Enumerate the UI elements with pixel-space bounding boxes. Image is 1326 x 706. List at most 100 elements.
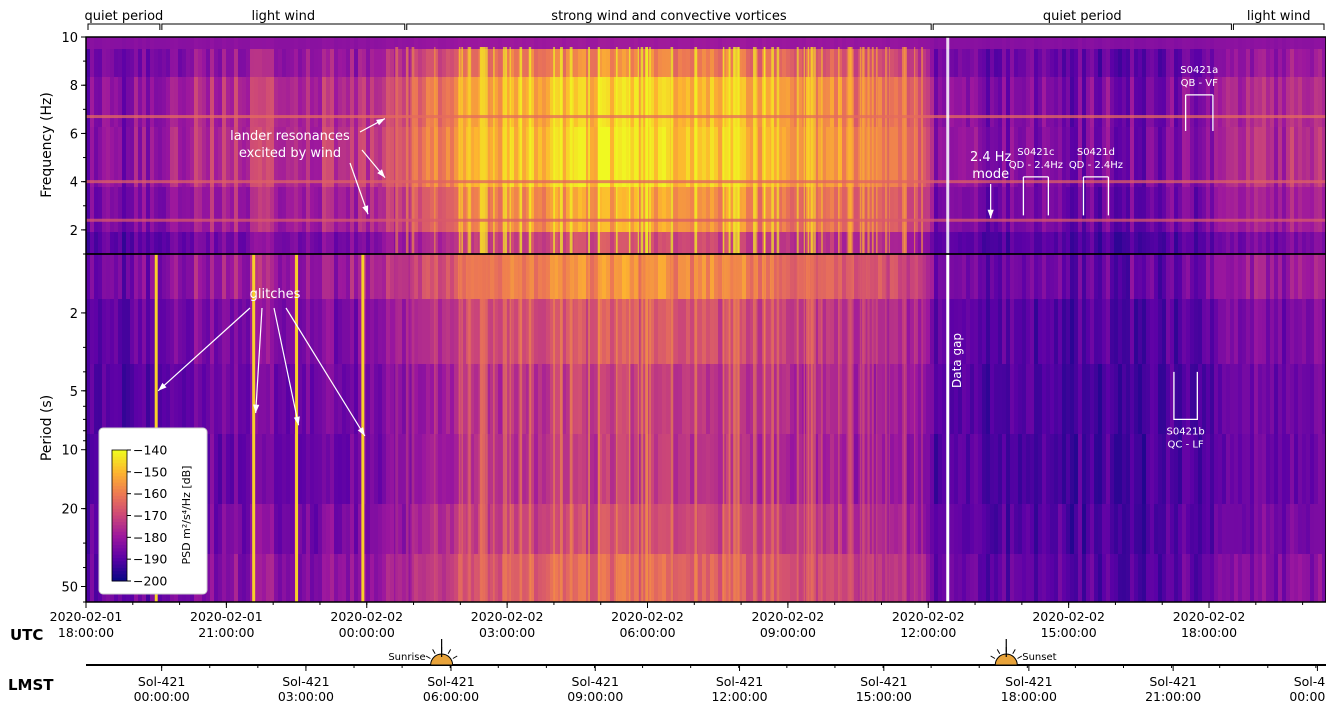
spectrogram-cell [686, 434, 690, 504]
spectrogram-cell [1158, 364, 1162, 434]
spectrogram-cell [1202, 187, 1206, 232]
spectrogram-cell [266, 37, 270, 49]
colorbar-swatch [112, 456, 127, 461]
spectrogram-cell [1194, 364, 1198, 434]
spectrogram-cell [1318, 49, 1322, 77]
spectrogram-cell [1298, 232, 1302, 254]
spectrogram-cell [726, 554, 730, 602]
spectrogram-cell [1034, 364, 1038, 434]
spectrogram-cell [1070, 254, 1074, 299]
spectrogram-cell [1018, 504, 1022, 554]
spectrogram-cell [562, 254, 566, 299]
spectrogram-cell [778, 187, 782, 232]
spectrogram-cell [510, 232, 514, 254]
spectrogram-cell [1142, 49, 1146, 77]
spectrogram-cell [1218, 232, 1222, 254]
spectrogram-cell [94, 364, 98, 434]
spectrogram-cell [978, 187, 982, 232]
spectrogram-cell [794, 254, 798, 299]
spectrogram-cell [550, 299, 554, 364]
spectrogram-cell [1230, 49, 1234, 77]
spectrogram-cell [382, 127, 386, 187]
spectrogram-cell [1038, 37, 1042, 49]
sun-ray [990, 655, 996, 659]
spectrogram-cell [938, 299, 942, 364]
spectrogram-cell [1234, 254, 1238, 299]
spectrogram-cell [274, 127, 278, 187]
spectrogram-cell [534, 187, 538, 232]
spectrogram-cell [566, 127, 570, 187]
spectrogram-cell [1322, 299, 1326, 364]
spectrogram-cell [1038, 504, 1042, 554]
spectrogram-cell [446, 504, 450, 554]
spectrogram-cell [950, 434, 954, 504]
spectrogram-cell [1246, 254, 1250, 299]
spectrogram-cell [1050, 232, 1054, 254]
spectrogram-cell [750, 232, 754, 254]
spectrogram-cell [582, 364, 586, 434]
spectrogram-cell [222, 554, 226, 602]
spectrogram-cell [550, 364, 554, 434]
spectrogram-cell [678, 504, 682, 554]
spectrogram-cell [494, 187, 498, 232]
spectrogram-cell [1098, 364, 1102, 434]
spectrogram-cell [1218, 49, 1222, 77]
spectrogram-cell [1170, 434, 1174, 504]
spectrogram-cell [574, 504, 578, 554]
spectrogram-cell [642, 364, 646, 434]
spectrogram-cell [1114, 187, 1118, 232]
spectrogram-cell [1298, 554, 1302, 602]
spectrogram-cell [190, 187, 194, 232]
arrow-head [253, 404, 260, 414]
spectrogram-cell [1202, 127, 1206, 187]
spectrogram-cell [90, 434, 94, 504]
spectrogram-cell [1110, 299, 1114, 364]
wind-streak [559, 254, 563, 602]
spectrogram-cell [494, 127, 498, 187]
spectrogram-cell [1270, 127, 1274, 187]
spectrogram-cell [350, 37, 354, 49]
spectrogram-cell [774, 554, 778, 602]
spectrogram-cell [962, 232, 966, 254]
spectrogram-cell [1010, 37, 1014, 49]
spectrogram-cell [258, 254, 262, 299]
sun-ray [996, 649, 1001, 654]
spectrogram-cell [538, 187, 542, 232]
spectrogram-cell [1158, 254, 1162, 299]
spectrogram-cell [1142, 254, 1146, 299]
spectrogram-cell [1194, 504, 1198, 554]
spectrogram-cell [1302, 127, 1306, 187]
spectrogram-cell [286, 232, 290, 254]
x-tick-clock: 18:00:00 [58, 625, 114, 640]
spectrogram-cell [882, 299, 886, 364]
spectrogram-cell [914, 364, 918, 434]
spectrogram-cell [658, 364, 662, 434]
spectrogram-cell [522, 232, 526, 254]
spectrogram-cell [1046, 504, 1050, 554]
spectrogram-cell [826, 49, 830, 77]
spectrogram-cell [902, 37, 906, 49]
spectrogram-cell [534, 37, 538, 49]
spectrogram-cell [574, 299, 578, 364]
spectrogram-cell [950, 232, 954, 254]
spectrogram-cell [1134, 254, 1138, 299]
spectrogram-cell [162, 254, 166, 299]
spectrogram-cell [370, 232, 374, 254]
spectrogram-cell [310, 187, 314, 232]
spectrogram-cell [1022, 37, 1026, 49]
spectrogram-cell [1294, 37, 1298, 49]
spectrogram-cell [698, 434, 702, 504]
wind-streak [395, 254, 399, 602]
spectrogram-cell [402, 364, 406, 434]
spectrogram-cell [962, 127, 966, 187]
spectrogram-cell [1250, 49, 1254, 77]
x-tick-clock: 09:00:00 [760, 625, 816, 640]
spectrogram-cell [654, 37, 658, 49]
spectrogram-cell [622, 364, 626, 434]
spectrogram-cell [782, 232, 786, 254]
spectrogram-cell [1250, 504, 1254, 554]
spectrogram-cell [1266, 187, 1270, 232]
spectrogram-cell [1234, 187, 1238, 232]
spectrogram-cell [1166, 299, 1170, 364]
spectrogram-cell [430, 254, 434, 299]
